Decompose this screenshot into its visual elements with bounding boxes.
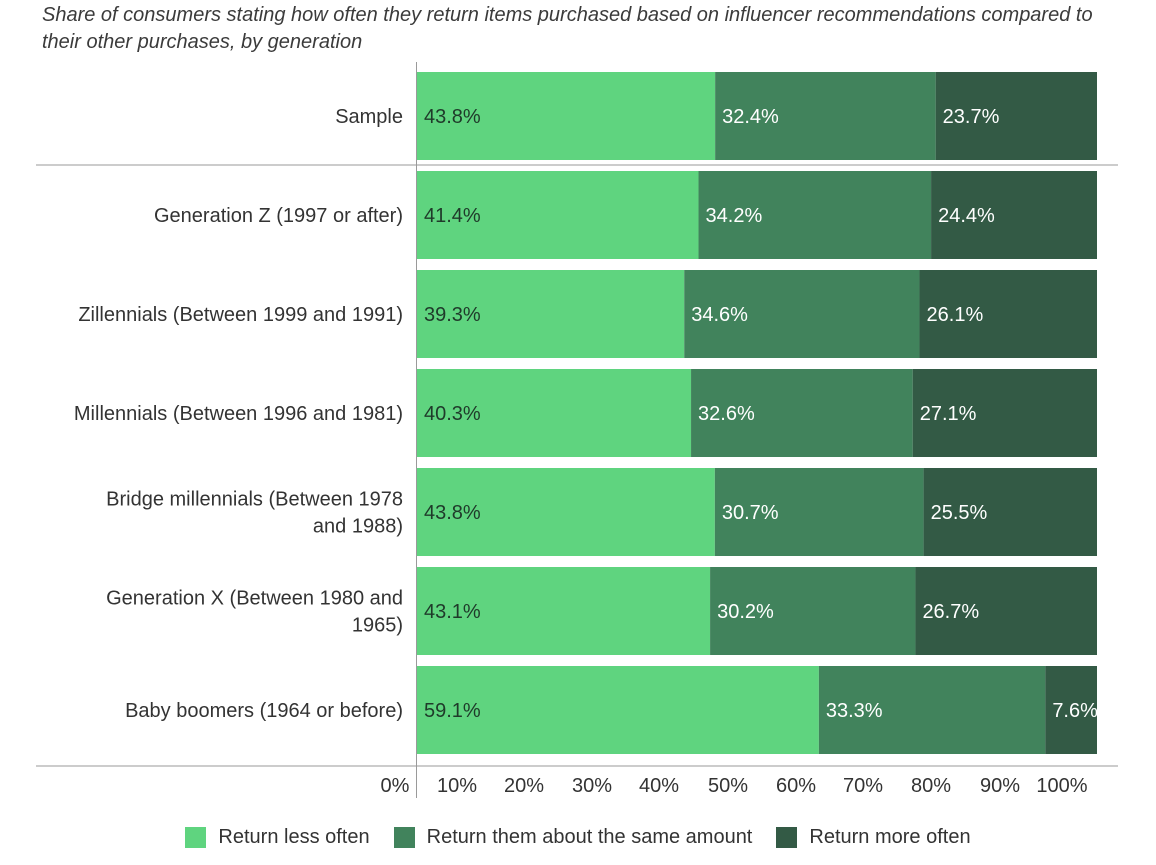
x-tick-label: 0%	[381, 775, 410, 797]
data-label: 41.4%	[424, 205, 481, 227]
x-tick-label: 50%	[708, 775, 748, 797]
legend-item: Return them about the same amount	[393, 826, 753, 849]
x-tick-label: 100%	[1036, 775, 1087, 797]
bar-segment	[698, 171, 932, 259]
bar-segment	[935, 72, 1097, 160]
bar-segment	[710, 567, 916, 655]
category-label: Zillennials (Between 1999 and 1991)	[78, 304, 403, 326]
legend-label: Return them about the same amount	[426, 826, 753, 848]
data-label: 40.3%	[424, 403, 481, 425]
data-label: 43.8%	[424, 502, 481, 524]
data-label: 59.1%	[424, 700, 481, 722]
bar-segment	[691, 369, 913, 457]
bar-segment	[1045, 666, 1097, 754]
legend-item: Return less often	[185, 826, 370, 849]
x-tick-label: 30%	[572, 775, 612, 797]
legend-swatch	[185, 827, 207, 848]
data-label: 39.3%	[424, 304, 481, 326]
bar-segment	[417, 369, 692, 457]
x-tick-label: 40%	[639, 775, 679, 797]
chart-subtitle: Share of consumers stating how often the…	[42, 4, 1093, 53]
bar-segment	[417, 468, 715, 556]
bar-segment	[931, 171, 1097, 259]
legend-label: Return less often	[218, 826, 370, 848]
data-label: 34.2%	[706, 205, 763, 227]
data-label: 25.5%	[931, 502, 988, 524]
bar-segment	[923, 468, 1097, 556]
data-label: 43.8%	[424, 106, 481, 128]
bar-segment	[919, 270, 1097, 358]
data-label: 32.4%	[722, 106, 779, 128]
category-label: Generation X (Between 1980 and	[106, 588, 403, 610]
bar-segment	[417, 270, 685, 358]
legend-item: Return more often	[776, 826, 971, 849]
legend-swatch	[776, 827, 798, 848]
category-label: Sample	[335, 106, 403, 128]
data-label: 30.7%	[722, 502, 779, 524]
bar-segment	[915, 567, 1097, 655]
x-tick-label: 10%	[437, 775, 477, 797]
bar-segment	[818, 666, 1046, 754]
data-label: 43.1%	[424, 601, 481, 623]
category-label: Baby boomers (1964 or before)	[125, 700, 403, 722]
data-label: 24.4%	[938, 205, 995, 227]
data-label: 23.7%	[943, 106, 1000, 128]
x-tick-label: 80%	[911, 775, 951, 797]
bar-segment	[417, 171, 699, 259]
x-tick-label: 60%	[776, 775, 816, 797]
data-label: 26.7%	[922, 601, 979, 623]
data-label: 27.1%	[920, 403, 977, 425]
bar-segment	[714, 468, 924, 556]
legend-swatch	[393, 827, 415, 848]
data-label: 32.6%	[698, 403, 755, 425]
legend-label: Return more often	[809, 826, 971, 848]
x-tick-label: 70%	[843, 775, 883, 797]
bar-segment	[715, 72, 936, 160]
bar-segment	[417, 72, 716, 160]
bar-segment	[684, 270, 920, 358]
category-label: 1965)	[352, 615, 403, 637]
x-tick-label: 90%	[980, 775, 1020, 797]
data-label: 7.6%	[1052, 700, 1098, 722]
category-label: Millennials (Between 1996 and 1981)	[74, 403, 403, 425]
category-label: and 1988)	[313, 516, 403, 538]
x-tick-label: 20%	[504, 775, 544, 797]
data-label: 26.1%	[927, 304, 984, 326]
bar-segment	[417, 567, 711, 655]
data-label: 34.6%	[691, 304, 748, 326]
category-label: Bridge millennials (Between 1978	[106, 489, 403, 511]
category-label: Generation Z (1997 or after)	[154, 205, 403, 227]
stacked-bar-chart: 43.8% 32.4% 23.7% Sample 41.4% 34.2% 24.4% Gene…	[36, 62, 1118, 798]
data-label: 30.2%	[717, 601, 774, 623]
bar-segment	[417, 666, 819, 754]
bar-segment	[912, 369, 1097, 457]
chart-legend: Return less often Return them about the s…	[0, 826, 1156, 849]
data-label: 33.3%	[826, 700, 883, 722]
